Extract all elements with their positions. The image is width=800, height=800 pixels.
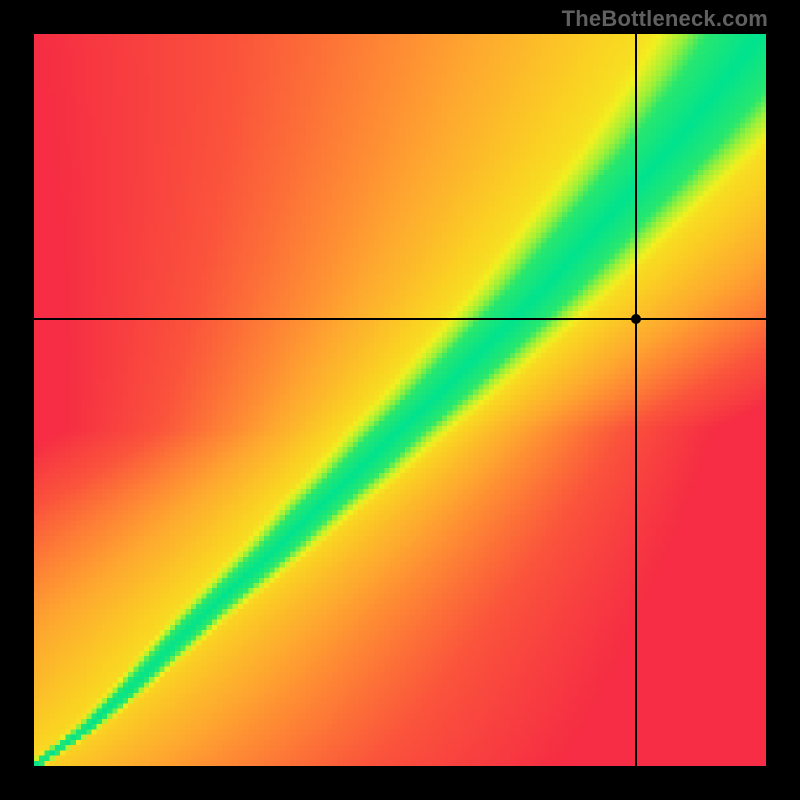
bottleneck-heatmap: [34, 34, 766, 766]
crosshair-horizontal: [34, 318, 766, 320]
selection-marker: [631, 314, 641, 324]
watermark-text: TheBottleneck.com: [562, 6, 768, 32]
chart-container: TheBottleneck.com: [0, 0, 800, 800]
crosshair-vertical: [635, 34, 637, 766]
